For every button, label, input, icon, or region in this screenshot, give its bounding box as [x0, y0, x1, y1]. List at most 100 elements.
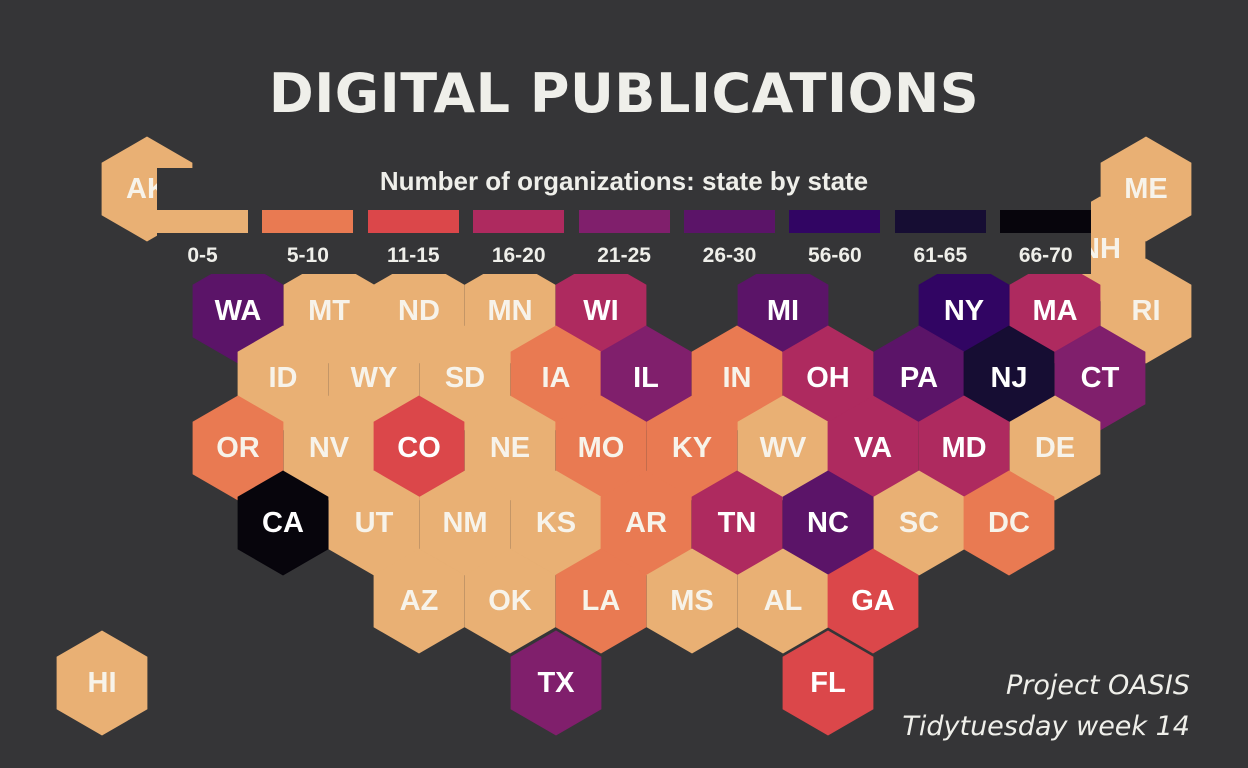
- legend-title: Number of organizations: state by state: [379, 166, 869, 196]
- state-hex-az: AZ: [373, 548, 465, 654]
- legend-label-5: 26-30: [702, 244, 757, 267]
- state-label: WV: [760, 432, 807, 464]
- legend-key-2: [367, 210, 459, 233]
- state-hex-shape: [555, 548, 647, 654]
- state-hex-sd: SD: [419, 325, 511, 431]
- legend-keys: [157, 210, 1092, 233]
- legend-label-3: 16-20: [491, 244, 546, 267]
- state-hex-ar: AR: [600, 470, 692, 576]
- state-hex-ks: KS: [510, 470, 602, 576]
- state-hex-oh: OH: [782, 325, 874, 431]
- legend-label-1: 5-10: [286, 244, 329, 267]
- legend-key-5: [684, 210, 775, 233]
- state-hex-ma: MA: [1009, 258, 1101, 364]
- state-hex-shape: [1009, 395, 1101, 501]
- state-hex-hi: HI: [56, 630, 148, 736]
- state-hex-dc: DC: [963, 470, 1055, 576]
- state-label: SD: [445, 362, 485, 394]
- state-label: DE: [1035, 432, 1075, 464]
- state-label: MT: [308, 295, 350, 327]
- legend-key-6: [789, 210, 881, 233]
- state-label: FL: [810, 667, 845, 699]
- state-hex-shape: [646, 548, 738, 654]
- legend-key-7: [894, 210, 986, 233]
- state-label: AZ: [400, 585, 439, 617]
- page-title: DIGITAL PUBLICATIONS: [268, 62, 980, 125]
- state-label: ME: [1124, 173, 1168, 205]
- state-label: DC: [988, 507, 1030, 539]
- legend-label-4: 21-25: [597, 244, 651, 267]
- state-hex-wa: WA: [192, 258, 284, 364]
- state-label: PA: [900, 362, 938, 394]
- state-hex-nj: NJ: [963, 325, 1055, 431]
- state-hex-wv: WV: [737, 395, 829, 501]
- state-label: RI: [1132, 295, 1161, 327]
- state-label: LA: [582, 585, 621, 617]
- state-label: IA: [542, 362, 571, 394]
- state-label: MN: [487, 295, 532, 327]
- state-label: MO: [578, 432, 625, 464]
- state-label: NJ: [990, 362, 1027, 394]
- state-hex-ia: IA: [510, 325, 602, 431]
- state-label: MD: [941, 432, 986, 464]
- state-label: IL: [633, 362, 659, 394]
- state-label: NM: [442, 507, 487, 539]
- legend-label-0: 0-5: [187, 244, 218, 267]
- state-hex-de: DE: [1009, 395, 1101, 501]
- state-label: TX: [537, 667, 575, 699]
- state-hex-tx: TX: [510, 630, 602, 736]
- state-label: SC: [899, 507, 939, 539]
- legend-key-4: [578, 210, 670, 233]
- state-label: WI: [583, 295, 618, 327]
- state-hex-ut: UT: [328, 470, 420, 576]
- state-label: AR: [625, 507, 667, 539]
- state-label: TN: [718, 507, 757, 539]
- state-hex-shape: [1100, 258, 1192, 364]
- state-label: MI: [767, 295, 799, 327]
- state-hex-shape: [56, 630, 148, 736]
- state-hex-co: CO: [373, 395, 465, 501]
- state-hex-la: LA: [555, 548, 647, 654]
- state-label: MA: [1032, 295, 1077, 327]
- state-hex-wy: WY: [328, 325, 420, 431]
- state-label: ID: [269, 362, 298, 394]
- state-label: HI: [88, 667, 117, 699]
- state-label: AL: [764, 585, 803, 617]
- state-hex-shape: [373, 548, 465, 654]
- state-hex-in: IN: [691, 325, 783, 431]
- state-hex-pa: PA: [873, 325, 965, 431]
- state-hex-nv: NV: [283, 395, 375, 501]
- state-hex-ca: CA: [237, 470, 329, 576]
- state-label: UT: [355, 507, 394, 539]
- state-hex-shape: [237, 470, 329, 576]
- legend-label-7: 61-65: [913, 244, 968, 267]
- state-hex-ct: CT: [1054, 325, 1146, 431]
- legend-key-3: [473, 210, 565, 233]
- state-label: OK: [488, 585, 532, 617]
- credit-project: Project OASIS: [1006, 670, 1190, 701]
- state-hex-shape: [827, 548, 919, 654]
- state-label: NC: [807, 507, 849, 539]
- state-label: MS: [670, 585, 714, 617]
- state-hex-shape: [510, 630, 602, 736]
- state-hex-ga: GA: [827, 548, 919, 654]
- state-label: CO: [397, 432, 441, 464]
- legend-key-1: [262, 210, 354, 233]
- state-hex-fl: FL: [782, 630, 874, 736]
- legend-key-8: [1000, 210, 1092, 233]
- state-hex-md: MD: [918, 395, 1010, 501]
- state-hex-ms: MS: [646, 548, 738, 654]
- legend-label-8: 66-70: [1018, 244, 1073, 267]
- state-label: IN: [723, 362, 752, 394]
- state-hex-il: IL: [600, 325, 692, 431]
- state-label: NV: [309, 432, 350, 464]
- state-hex-mn: MN: [464, 258, 556, 364]
- state-hex-ne: NE: [464, 395, 556, 501]
- legend-label-2: 11-15: [387, 244, 440, 267]
- state-label: KY: [672, 432, 712, 464]
- state-label: CT: [1081, 362, 1120, 394]
- state-hex-va: VA: [827, 395, 919, 501]
- state-hex-or: OR: [192, 395, 284, 501]
- credit-tidytuesday: Tidytuesday week 14: [902, 711, 1190, 742]
